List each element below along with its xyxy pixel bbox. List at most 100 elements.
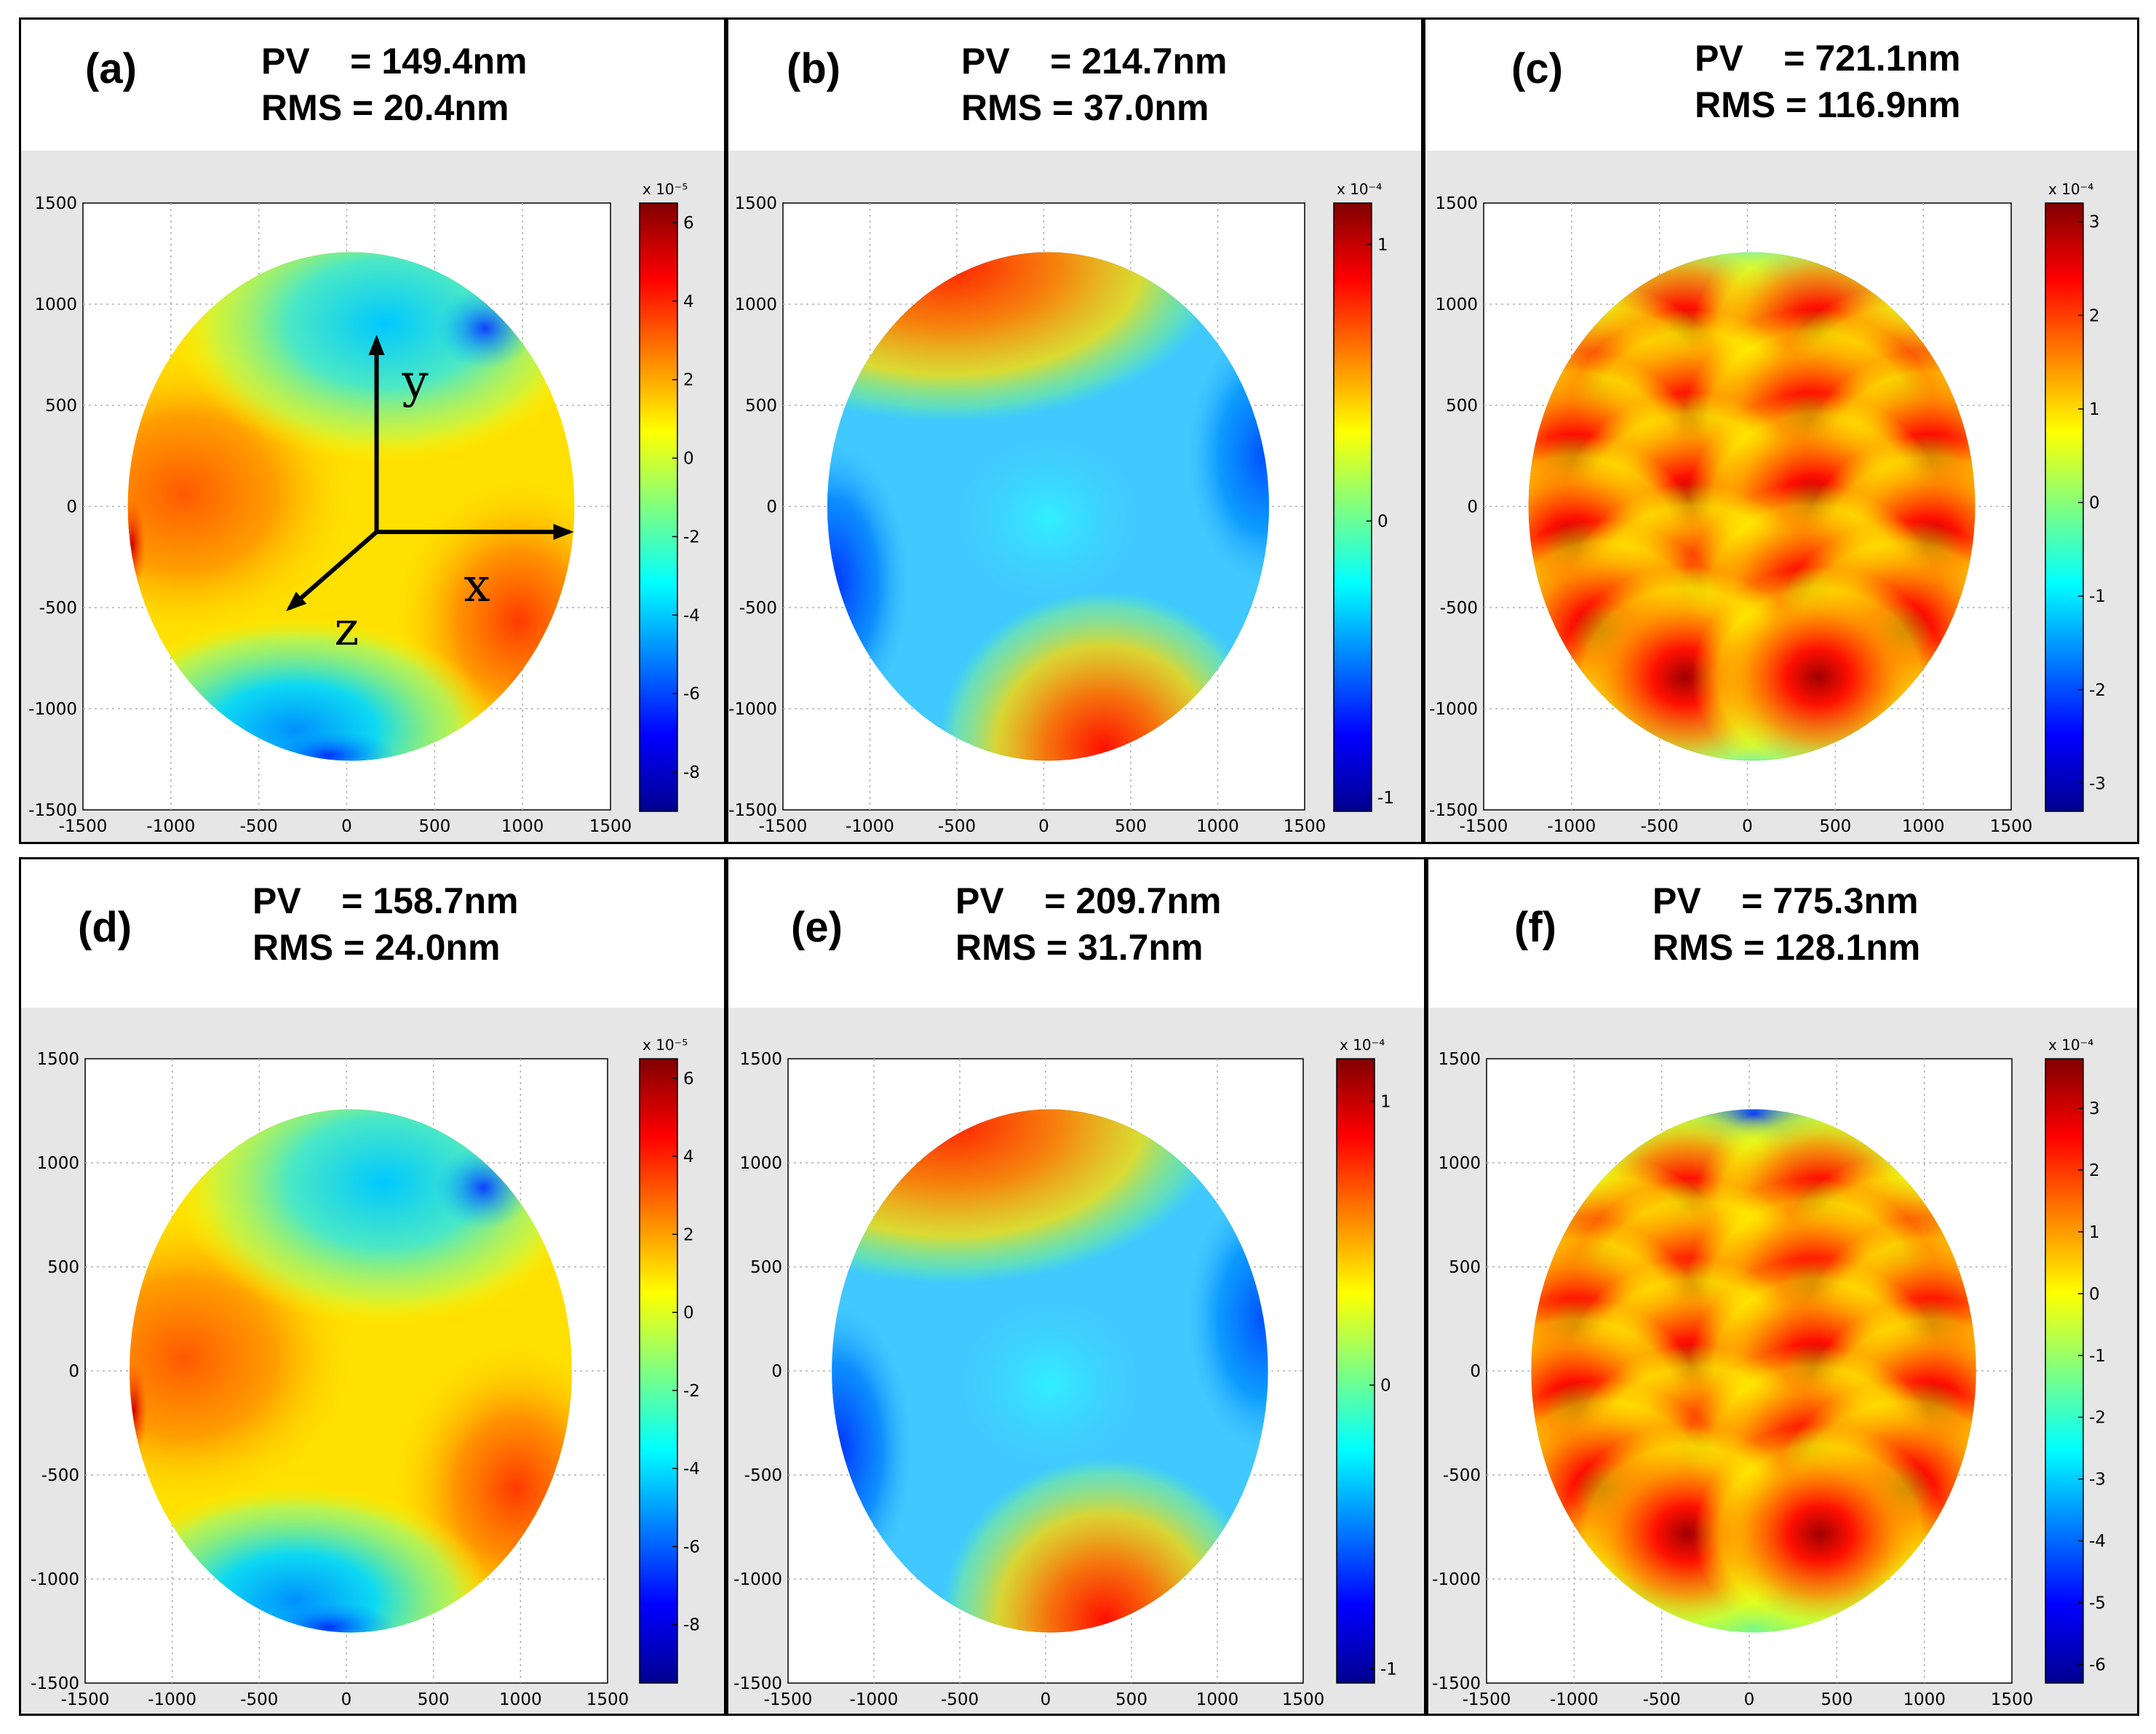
colorbar-tick-label: -1 bbox=[2089, 587, 2106, 606]
heatmap-figure: -1500 -1000 -500 0 500 1000 1500 1500 1000 500 0 -5… bbox=[1432, 1036, 2106, 1709]
color-region bbox=[127, 616, 497, 761]
x-tick-label: -1000 bbox=[146, 817, 195, 836]
color-region bbox=[130, 1483, 495, 1633]
y-tick-label: 500 bbox=[745, 397, 777, 415]
colorbar-tick-label: 0 bbox=[1377, 512, 1388, 531]
y-tick-label: 0 bbox=[1470, 1362, 1481, 1381]
colorbar-tick-label: 3 bbox=[2089, 213, 2100, 232]
z-axis-label: z bbox=[335, 602, 359, 656]
y-tick-label: -1500 bbox=[1432, 1674, 1481, 1693]
rms-value: RMS = 31.7nm bbox=[955, 927, 1204, 968]
panel-header: (a) PV = 149.4nm RMS = 20.4nm bbox=[21, 20, 724, 151]
y-tick-label: 500 bbox=[750, 1258, 782, 1277]
y-tick-label: 1000 bbox=[34, 295, 77, 314]
colorbar-tick-label: 1 bbox=[2089, 400, 2100, 419]
coordinate-axes: y x z bbox=[286, 335, 574, 656]
panel-e: (e) PV = 209.7nm RMS = 31.7nm -1500 -1000… bbox=[726, 857, 1426, 1716]
colorbar-tick-label: 3 bbox=[2089, 1099, 2100, 1118]
x-tick-label: 0 bbox=[1742, 817, 1753, 836]
y-axis-label: y bbox=[402, 355, 429, 409]
panel-b: (b) PV = 214.7nm RMS = 37.0nm -1 500 -1000… bbox=[726, 17, 1423, 844]
x-tick-label: 0 bbox=[341, 1690, 352, 1709]
y-tick-label: 500 bbox=[47, 1258, 79, 1277]
y-tick-label: -1500 bbox=[1429, 801, 1478, 820]
colorbar bbox=[2045, 1058, 2084, 1684]
colorbar-tick-label: 2 bbox=[683, 1225, 694, 1244]
colorbar-tick-label: 2 bbox=[2089, 306, 2100, 325]
x-tick-label: 1500 bbox=[1282, 1690, 1325, 1709]
x-tick-label: 0 bbox=[1744, 1690, 1755, 1709]
pv-value: PV = 775.3nm bbox=[1652, 880, 1919, 921]
y-tick-label: -1000 bbox=[1429, 700, 1478, 719]
y-tick-label: -500 bbox=[739, 599, 777, 618]
color-region bbox=[941, 1457, 1268, 1633]
x-tick-label: -500 bbox=[938, 817, 976, 836]
panel-header: (b) PV = 214.7nm RMS = 37.0nm bbox=[728, 20, 1421, 151]
y-tick-label: -1000 bbox=[728, 700, 777, 719]
colorbar-tick-label: 6 bbox=[683, 1070, 694, 1089]
x-axis-label: x bbox=[464, 559, 490, 613]
colorbar-tick-label: -2 bbox=[2089, 1409, 2106, 1428]
colorbar-tick-label: 0 bbox=[2089, 494, 2100, 513]
x-tick-label: -500 bbox=[240, 1690, 278, 1709]
colorbar-tick-label: -2 bbox=[683, 1382, 700, 1401]
y-tick-label: 1500 bbox=[734, 194, 777, 213]
colorbar-tick-label: 0 bbox=[2089, 1285, 2100, 1304]
x-tick-label: 500 bbox=[418, 1690, 450, 1709]
y-tick-label: 500 bbox=[1449, 1258, 1481, 1277]
y-tick-label: -1000 bbox=[733, 1570, 782, 1589]
y-tick-label: -1500 bbox=[733, 1674, 782, 1693]
x-tick-label: -500 bbox=[1643, 1690, 1681, 1709]
y-axis-arrow-head bbox=[368, 335, 385, 355]
colorbar-tick-label: -6 bbox=[683, 1538, 700, 1556]
y-tick-label: -1500 bbox=[28, 801, 77, 820]
x-tick-label: -1500 bbox=[61, 1690, 110, 1709]
colorbar-tick-label: -2 bbox=[683, 528, 700, 546]
y-tick-label: -1500 bbox=[31, 1674, 79, 1693]
y-tick-label: 500 bbox=[1446, 397, 1478, 415]
colorbar-exponent: x 10⁻⁵ bbox=[643, 1036, 688, 1054]
y-tick-label: -500 bbox=[744, 1466, 782, 1485]
x-tick-label: 1000 bbox=[499, 1690, 542, 1709]
panel-label: (c) bbox=[1511, 45, 1563, 92]
y-tick-label: 1000 bbox=[36, 1154, 79, 1173]
color-region bbox=[937, 590, 1270, 761]
x-tick-label: -1500 bbox=[1463, 1690, 1511, 1709]
y-tick-label: -500 bbox=[41, 1466, 79, 1485]
y-tick-label: 1000 bbox=[1435, 295, 1478, 314]
x-tick-label: 1000 bbox=[1196, 817, 1239, 836]
colorbar-tick-label: -8 bbox=[683, 763, 700, 782]
color-region bbox=[952, 1292, 1148, 1476]
x-tick-label: 1000 bbox=[1902, 817, 1945, 836]
pv-value: PV = 721.1nm bbox=[1695, 38, 1961, 79]
colorbar-tick-label: -1 bbox=[1380, 1661, 1397, 1679]
colorbar-tick-label: -6 bbox=[2089, 1656, 2106, 1675]
x-tick-label: -1000 bbox=[148, 1690, 196, 1709]
x-tick-label: 0 bbox=[341, 817, 352, 836]
colorbar-tick-label: 1 bbox=[1377, 236, 1388, 255]
colorbar-tick-label: -1 bbox=[1377, 789, 1394, 808]
colorbar-tick-label: 0 bbox=[683, 1304, 694, 1323]
x-tick-label: 1500 bbox=[1990, 817, 2033, 836]
x-tick-label: -500 bbox=[941, 1690, 979, 1709]
colorbar-tick-label: -4 bbox=[683, 1460, 700, 1479]
colorbar-tick-label: 0 bbox=[1380, 1377, 1391, 1396]
x-tick-label: -1000 bbox=[1550, 1690, 1599, 1709]
color-region bbox=[261, 730, 396, 761]
pv-value: PV = 214.7nm bbox=[961, 41, 1228, 81]
panel-label: (d) bbox=[78, 904, 132, 951]
y-tick-label: 0 bbox=[771, 1362, 782, 1381]
y-tick-label: 1500 bbox=[36, 1050, 79, 1069]
panel-label: (b) bbox=[787, 45, 841, 92]
colorbar bbox=[2045, 202, 2084, 812]
y-tick-label: -500 bbox=[1440, 599, 1478, 618]
x-tick-label: 1000 bbox=[1903, 1690, 1946, 1709]
panel-label: (a) bbox=[85, 45, 137, 92]
colorbar-exponent: x 10⁻⁴ bbox=[2048, 1036, 2093, 1054]
panel-header: (c) PV = 721.1nm RMS = 116.9nm bbox=[1425, 20, 2137, 151]
x-tick-label: 1500 bbox=[589, 817, 632, 836]
panel-header: (e) PV = 209.7nm RMS = 31.7nm bbox=[728, 859, 1424, 1008]
colorbar-tick-label: 0 bbox=[683, 450, 694, 469]
y-tick-label: -1000 bbox=[1432, 1570, 1481, 1589]
y-tick-label: 0 bbox=[68, 1362, 79, 1381]
